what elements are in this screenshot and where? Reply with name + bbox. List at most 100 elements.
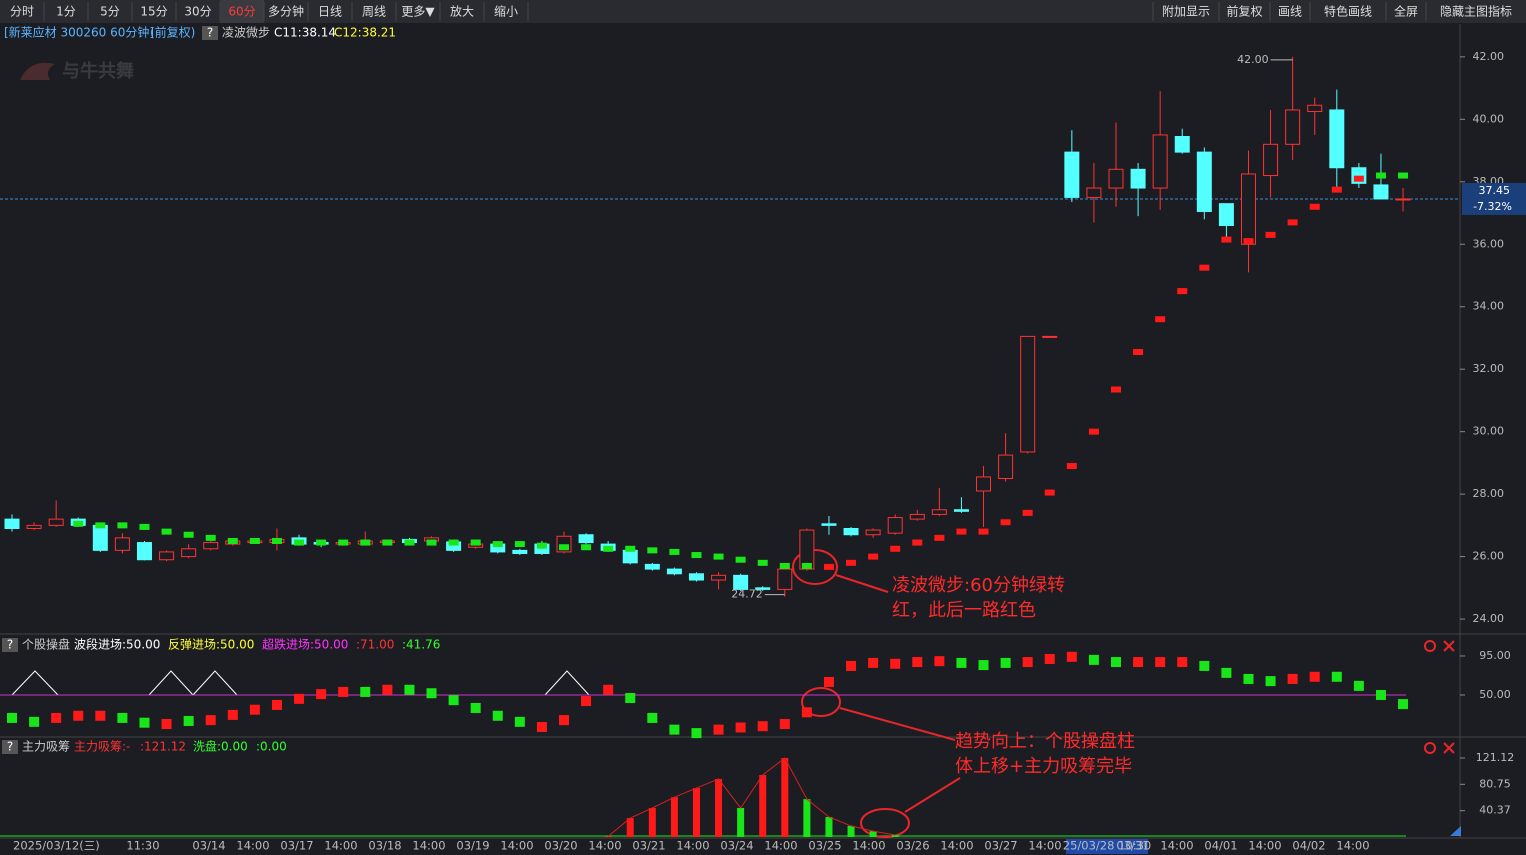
- legend: 洗盘:0.00: [193, 739, 248, 754]
- toolbar-button[interactable]: 隐藏主图指标: [1440, 4, 1512, 19]
- signal-dash: [338, 539, 349, 546]
- candle-body: [733, 574, 749, 590]
- bar: [625, 693, 636, 704]
- toolbar-button[interactable]: 画线: [1278, 5, 1302, 19]
- candle-body: [48, 518, 64, 526]
- y-tick-label: 50.00: [1479, 688, 1511, 701]
- toolbar-button[interactable]: 60分: [228, 5, 255, 19]
- bar: [271, 699, 282, 710]
- bar: [1000, 657, 1011, 668]
- toolbar-button[interactable]: 附加显示: [1162, 5, 1210, 19]
- time-label: 14:00: [588, 839, 621, 853]
- signal-dash: [360, 539, 371, 546]
- help[interactable]: ?: [7, 638, 13, 652]
- time-label: 14:00: [1160, 839, 1193, 853]
- toolbar-button[interactable]: 30分: [184, 5, 211, 19]
- signal-dash: [117, 522, 128, 529]
- toolbar-button[interactable]: 日线: [318, 5, 342, 19]
- bar: [316, 689, 327, 700]
- candle-body: [92, 524, 108, 551]
- legend: 波段进场:50.00: [74, 637, 160, 652]
- annotation: 凌波微步:60分钟绿转: [892, 575, 1065, 596]
- candle-body: [998, 454, 1014, 480]
- signal-dash: [647, 547, 658, 554]
- signal-dash: [1287, 219, 1298, 226]
- last-price: 37.45: [1479, 184, 1511, 197]
- toolbar-button[interactable]: 5分: [100, 5, 120, 19]
- toolbar-button[interactable]: 放大: [450, 4, 474, 19]
- time-label: 03/21: [632, 839, 665, 853]
- legend: :0.00: [256, 740, 287, 754]
- bar: [869, 831, 877, 837]
- bar: [205, 715, 216, 726]
- signal-dash: [890, 545, 901, 552]
- signal-dash: [823, 563, 834, 570]
- bar: [227, 709, 238, 720]
- bar: [692, 788, 700, 837]
- time-label: 2025/03/12(三): [13, 839, 100, 853]
- toolbar-button[interactable]: 多分钟: [268, 4, 304, 19]
- signal-dash: [1331, 186, 1342, 193]
- bar: [1287, 673, 1298, 684]
- annotation: 趋势向上：个股操盘柱: [955, 731, 1135, 752]
- bar: [890, 658, 901, 669]
- bar: [801, 707, 812, 718]
- toolbar-button[interactable]: 全屏: [1394, 4, 1418, 19]
- indicator-value: C11:38.14: [274, 26, 336, 40]
- signal-dash: [625, 545, 636, 552]
- bar: [825, 816, 833, 837]
- y-tick-label: 95.00: [1479, 649, 1511, 662]
- corner-icon: [1450, 826, 1461, 836]
- signal-dash: [934, 534, 945, 541]
- toolbar-button[interactable]: 缩小: [494, 4, 518, 19]
- time-label: 14:00: [852, 839, 885, 853]
- candle-body: [1329, 109, 1345, 169]
- signal-dash: [161, 528, 172, 535]
- toolbar-button[interactable]: 15分: [140, 5, 167, 19]
- toolbar-button[interactable]: 更多▼: [401, 5, 435, 19]
- bar: [404, 684, 415, 695]
- signal-dash: [669, 548, 680, 555]
- signal-dash: [73, 520, 84, 527]
- bar: [1066, 651, 1077, 662]
- signal-dash: [691, 552, 702, 559]
- low-label: 24.72: [731, 588, 763, 601]
- signal-dash: [1155, 316, 1166, 323]
- toolbar-button[interactable]: 分时: [10, 5, 34, 19]
- signal-dash: [1022, 509, 1033, 516]
- bar: [823, 676, 834, 687]
- signal-dash: [95, 522, 106, 529]
- bar: [868, 657, 879, 668]
- signal-dash: [183, 531, 194, 538]
- time-label: 03/19: [456, 839, 489, 853]
- signal-dash: [559, 544, 569, 551]
- panel-name: 主力吸筹: [22, 740, 70, 754]
- annotation: 体上移+主力吸筹完毕: [955, 756, 1132, 777]
- candle-body: [931, 509, 947, 515]
- help[interactable]: ?: [207, 26, 213, 40]
- bar: [759, 775, 767, 837]
- bar: [249, 704, 260, 715]
- toolbar-button[interactable]: 周线: [362, 5, 386, 19]
- time-label: 14:00: [1028, 839, 1061, 853]
- panel-icons[interactable]: [1424, 640, 1455, 754]
- toolbar-button[interactable]: 特色画线: [1324, 4, 1372, 19]
- bar: [559, 715, 569, 726]
- help[interactable]: ?: [7, 740, 13, 754]
- help-box: [202, 26, 218, 40]
- bar: [338, 686, 349, 697]
- y-tick-label: 121.12: [1476, 751, 1515, 764]
- candle-body: [1307, 104, 1323, 113]
- y-tick-label: 28.00: [1473, 487, 1505, 500]
- toolbar-button[interactable]: 前复权: [1226, 4, 1262, 19]
- candle-body: [1042, 335, 1058, 338]
- signal-dash: [249, 537, 260, 544]
- bar: [781, 757, 789, 837]
- candle-body: [114, 537, 130, 551]
- time-label: 03/18: [368, 839, 401, 853]
- toolbar-button[interactable]: 1分: [56, 5, 76, 19]
- indicator-name: 凌波微步: [222, 26, 270, 40]
- time-label: 14:00: [412, 839, 445, 853]
- bar: [470, 702, 481, 713]
- candle-body: [976, 476, 992, 492]
